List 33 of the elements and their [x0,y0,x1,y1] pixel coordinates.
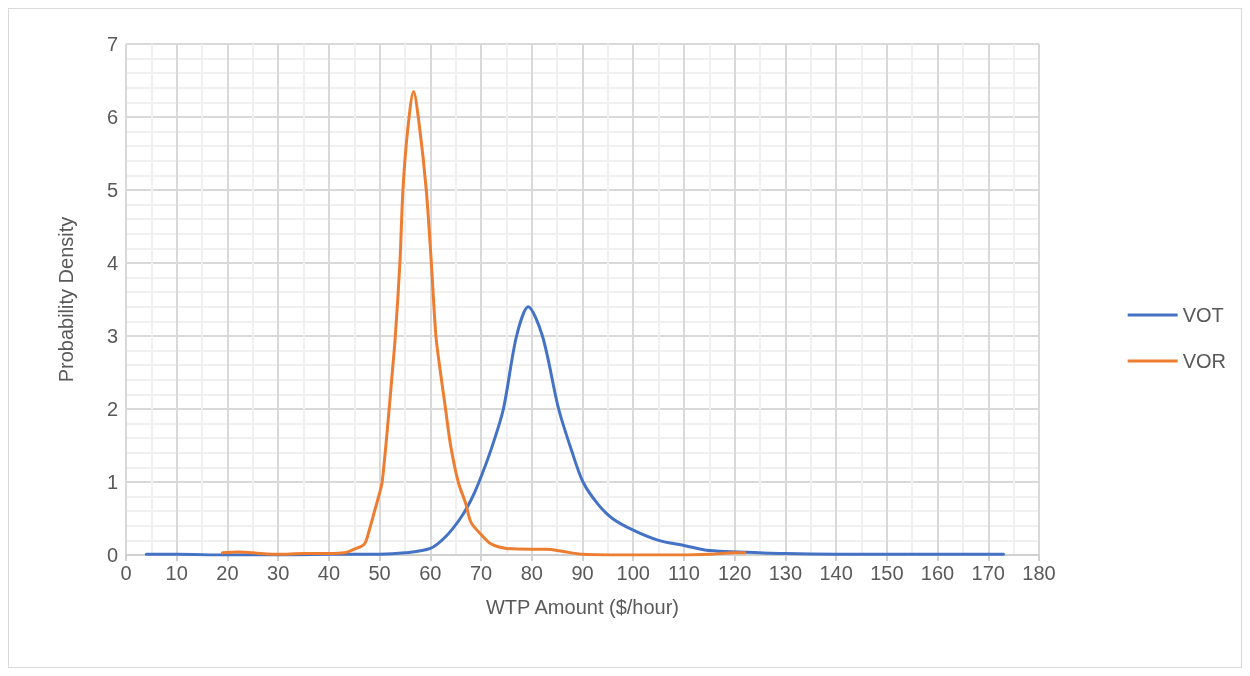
x-tick-label: 100 [616,562,650,584]
legend-label: VOR [1182,350,1226,372]
x-tick-label: 180 [1022,562,1056,584]
y-tick-label: 7 [106,33,118,55]
x-tick-label: 30 [267,562,290,584]
line-series [144,305,1005,557]
y-tick-label: 1 [106,471,118,493]
y-tick-label: 4 [106,252,118,274]
legend-label: VOT [1182,304,1224,326]
y-tick-label: 0 [106,544,118,566]
x-axis-title: WTP Amount ($/hour) [485,596,680,618]
x-tick-label: 130 [768,562,803,584]
x-tick-label: 150 [870,562,904,584]
x-tick-label: 110 [668,562,700,584]
line-series [220,89,747,557]
x-tick-label: 0 [120,562,132,584]
x-tick-label: 50 [368,562,391,584]
x-tick-label: 170 [971,562,1005,584]
x-tick-label: 60 [419,562,442,584]
x-tick-label: 160 [920,562,955,584]
y-axis-title: Probability Density [55,216,77,383]
y-tick-label: 2 [106,398,118,420]
x-tick-label: 140 [819,562,853,584]
x-tick-label: 120 [717,562,752,584]
y-tick-label: 3 [106,325,118,347]
x-tick-label: 10 [165,562,188,584]
x-tick-label: 70 [469,562,493,584]
x-tick-label: 80 [520,562,543,584]
x-tick-label: 20 [216,562,239,584]
x-tick-label: 40 [317,562,341,584]
y-tick-label: 6 [106,106,118,128]
y-tick-label: 5 [106,179,118,201]
x-tick-label: 90 [571,562,594,584]
